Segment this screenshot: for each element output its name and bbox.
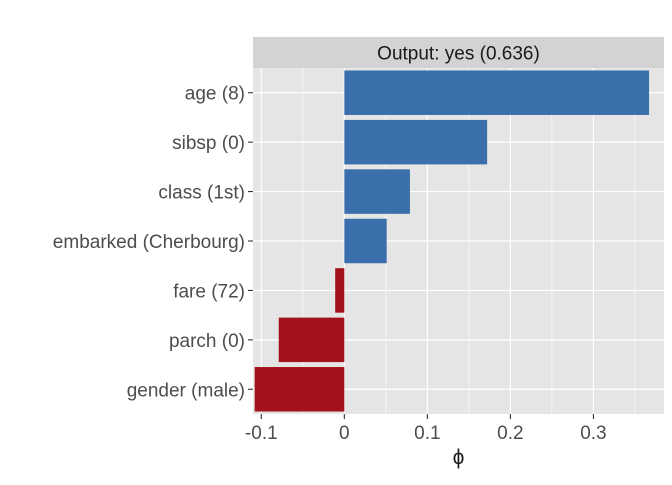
y-tick-label: class (1st) (158, 183, 245, 204)
y-tick-label: gender (male) (127, 380, 245, 401)
bar-age-8 (344, 70, 650, 115)
bar-gender-male (254, 367, 345, 412)
y-tick-label: embarked (Cherbourg) (53, 232, 245, 253)
bar-sibsp-0 (344, 119, 488, 165)
x-tick-label: 0.1 (414, 423, 440, 444)
x-tick-label: 0.3 (580, 423, 606, 444)
y-tick-label: parch (0) (169, 331, 245, 352)
x-tick-label: 0.2 (497, 423, 523, 444)
facet-strip: Output: yes (0.636) (253, 37, 664, 68)
bar-fare-72 (335, 268, 345, 313)
y-axis-ticks: age (8) sibsp (0) class (1st) embarked (Che… (53, 84, 253, 401)
facet-strip-label: Output: yes (0.636) (377, 44, 540, 65)
bar-parch-0 (278, 317, 345, 363)
y-tick-label: age (8) (185, 84, 245, 105)
x-axis-ticks: -0.1 0 0.1 0.2 0.3 (245, 414, 607, 444)
y-tick-label: sibsp (0) (172, 133, 245, 154)
bar-embarked-cherbourg (344, 218, 387, 264)
x-tick-label: 0 (339, 423, 350, 444)
facet-strip-background (253, 37, 664, 68)
y-tick-label: fare (72) (173, 281, 245, 302)
bar-class-1st (344, 169, 410, 214)
x-axis-label: ϕ (453, 446, 465, 469)
x-tick-label: -0.1 (245, 423, 278, 444)
bars (254, 70, 650, 412)
